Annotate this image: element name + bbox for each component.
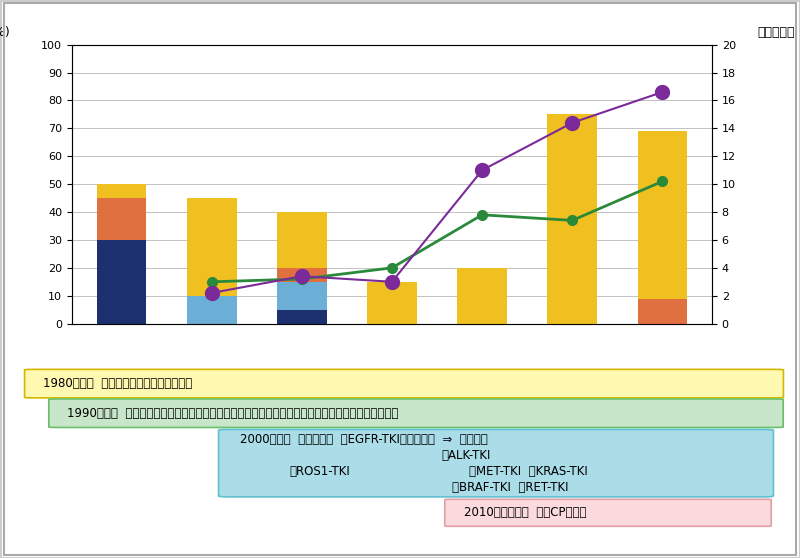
Bar — [187, 198, 237, 296]
Text: ＊ALK-TKI: ＊ALK-TKI — [442, 449, 491, 463]
Bar — [97, 184, 146, 198]
Text: ＊ROS1-TKI: ＊ROS1-TKI — [290, 465, 350, 478]
Text: 1980年代～  白金製剤（シスプラチン等）: 1980年代～ 白金製剤（シスプラチン等） — [43, 377, 193, 390]
Bar — [458, 268, 507, 324]
FancyBboxPatch shape — [49, 399, 783, 427]
Legend: 肺癌, 小細胞肺癌＋非小細胞肺癌, 小細胞肺癌, 非小細胞肺癌, 治療満足度, 薬剤貢献度: 肺癌, 小細胞肺癌＋非小細胞肺癌, 小細胞肺癌, 非小細胞肺癌, 治療満足度, … — [78, 407, 448, 425]
Bar — [277, 310, 326, 324]
Text: 2000年代～  分子標的薬  ＊EGFR-TKI：第一世代  ⇒  第三世代: 2000年代～ 分子標的薬 ＊EGFR-TKI：第一世代 ⇒ 第三世代 — [240, 434, 488, 446]
Bar — [638, 299, 687, 324]
Text: 2010年代半ば～  免疫CP阻害薬: 2010年代半ば～ 免疫CP阻害薬 — [464, 506, 586, 519]
Text: (%): (%) — [0, 26, 10, 39]
Text: ＊BRAF-TKI  ＊RET-TKI: ＊BRAF-TKI ＊RET-TKI — [453, 482, 569, 494]
Bar — [547, 114, 597, 324]
Text: ＊MET-TKI  ＊KRAS-TKI: ＊MET-TKI ＊KRAS-TKI — [469, 465, 587, 478]
Bar — [277, 268, 326, 282]
Bar — [97, 198, 146, 240]
FancyBboxPatch shape — [218, 430, 774, 497]
Bar — [277, 282, 326, 310]
Bar — [187, 296, 237, 324]
Bar — [367, 282, 417, 324]
Text: 1990年代～  植物由来化学療法薬（イリノテカン、ビノレルビン、タキサン誘導体）、ゲムシタビン: 1990年代～ 植物由来化学療法薬（イリノテカン、ビノレルビン、タキサン誘導体）… — [67, 407, 398, 420]
FancyBboxPatch shape — [25, 369, 783, 398]
Bar — [277, 212, 326, 268]
Bar — [97, 240, 146, 324]
FancyBboxPatch shape — [445, 499, 771, 526]
Bar — [638, 131, 687, 299]
Text: （品目数）: （品目数） — [758, 26, 795, 39]
